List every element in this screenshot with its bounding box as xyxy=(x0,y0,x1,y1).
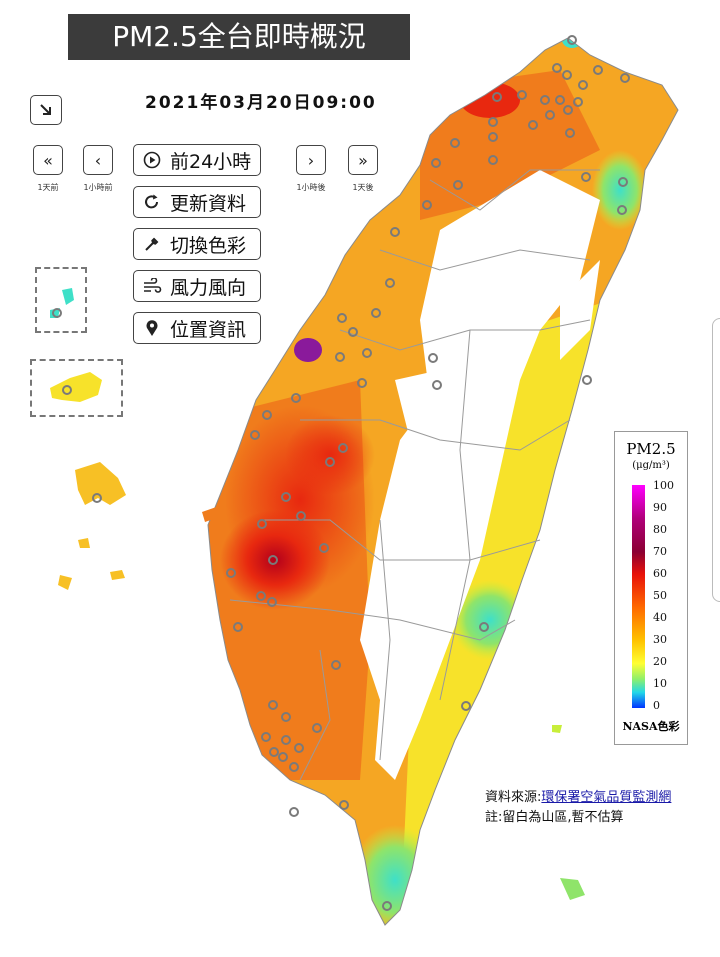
next-hour-caption: 1小時後 xyxy=(296,183,326,192)
matsu-inset-frame[interactable] xyxy=(35,267,87,333)
legend-unit: (μg/m³) xyxy=(632,460,670,471)
refresh-icon xyxy=(134,193,170,211)
next-hour-button[interactable]: › xyxy=(296,145,326,175)
data-source-note: 資料來源:環保署空氣品質監測網 註:留白為山區,暫不估算 xyxy=(485,788,671,828)
switch-color-label: 切換色彩 xyxy=(170,234,247,257)
location-button[interactable]: 位置資訊 xyxy=(133,312,261,344)
legend-tick: 100 xyxy=(653,479,674,492)
map-pin-icon xyxy=(134,319,170,337)
legend-title: PM2.5 xyxy=(626,440,676,458)
prev-day-caption: 1天前 xyxy=(37,183,59,192)
location-label: 位置資訊 xyxy=(170,318,247,341)
chevron-left-icon: ‹ xyxy=(94,150,102,170)
refresh-button[interactable]: 更新資料 xyxy=(133,186,261,218)
refresh-label: 更新資料 xyxy=(170,192,247,215)
double-chevron-left-icon: « xyxy=(43,150,53,170)
legend-tick: 30 xyxy=(653,633,667,646)
observation-datetime: 2021年03月20日09:00 xyxy=(145,93,377,113)
next-day-button[interactable]: » xyxy=(348,145,378,175)
mountain-note: 註:留白為山區,暫不估算 xyxy=(485,810,624,825)
next-day-caption: 1天後 xyxy=(352,183,374,192)
source-link[interactable]: 環保署空氣品質監測網 xyxy=(541,790,672,805)
arrow-down-right-icon xyxy=(40,104,51,115)
wind-icon xyxy=(134,278,170,294)
eyedropper-icon xyxy=(134,235,170,253)
prev-day-button[interactable]: « xyxy=(33,145,63,175)
play-24h-button[interactable]: 前24小時 xyxy=(133,144,261,176)
legend-scheme: NASA色彩 xyxy=(622,720,680,733)
legend-tick: 50 xyxy=(653,589,667,602)
legend-tick: 20 xyxy=(653,655,667,668)
wind-button[interactable]: 風力風向 xyxy=(133,270,261,302)
switch-color-button[interactable]: 切換色彩 xyxy=(133,228,261,260)
county-boundaries xyxy=(207,37,679,926)
monitoring-stations xyxy=(52,35,630,911)
prev-hour-button[interactable]: ‹ xyxy=(83,145,113,175)
legend-color-bar xyxy=(632,485,645,708)
outlying-islands xyxy=(58,462,585,900)
inset-kinmen xyxy=(50,372,102,402)
legend-tick: 90 xyxy=(653,501,667,514)
kinmen-inset-frame[interactable] xyxy=(30,359,123,417)
legend-tick: 10 xyxy=(653,677,667,690)
prev-hour-caption: 1小時前 xyxy=(83,183,113,192)
legend-tick: 60 xyxy=(653,567,667,580)
chevron-right-icon: › xyxy=(307,150,315,170)
play-24h-label: 前24小時 xyxy=(170,150,252,173)
legend-tick: 80 xyxy=(653,523,667,536)
legend-tick: 0 xyxy=(653,699,660,712)
play-circle-icon xyxy=(134,151,170,169)
source-prefix: 資料來源: xyxy=(485,790,542,805)
legend-tick: 40 xyxy=(653,611,667,624)
double-chevron-right-icon: » xyxy=(358,150,368,170)
side-scroll-tab[interactable] xyxy=(712,318,720,602)
legend-tick: 70 xyxy=(653,545,667,558)
inset-matsu xyxy=(50,288,74,318)
wind-label: 風力風向 xyxy=(170,276,247,299)
collapse-button[interactable] xyxy=(30,95,62,125)
page-title: PM2.5全台即時概況 xyxy=(68,14,410,60)
legend: PM2.5 (μg/m³) 100 90 80 70 60 50 40 30 2… xyxy=(614,431,688,745)
